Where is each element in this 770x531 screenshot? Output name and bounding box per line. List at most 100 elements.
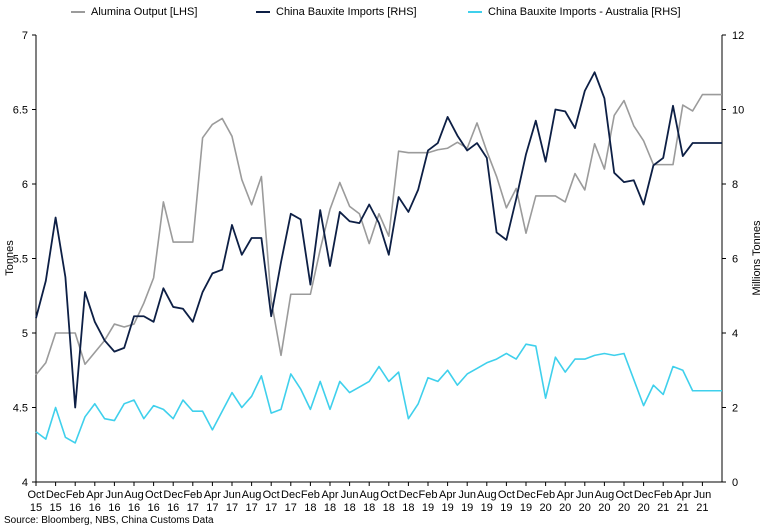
right-tick-label: 6 [732,254,738,266]
china-bauxite-imports-line [35,71,722,409]
x-tick-month: Jun [458,489,476,501]
x-tick-month: Aug [477,489,497,501]
x-tick-year: 16 [69,502,81,514]
right-axis-ticks: 0 2 4 6 8 10 12 [722,30,744,489]
x-tick-year: 17 [226,502,238,514]
x-tick-year: 18 [343,502,355,514]
x-tick-year: 16 [167,502,179,514]
right-tick-label: 0 [732,477,738,489]
x-tick-month: Oct [27,489,44,501]
x-tick-year: 19 [481,502,493,514]
legend-label: China Bauxite Imports - Australia [RHS] [488,6,681,18]
x-tick-year: 16 [147,502,159,514]
x-tick-month: Feb [183,489,202,501]
x-tick-month: Aug [359,489,379,501]
x-tick-year: 18 [363,502,375,514]
legend-item-bauxite: China Bauxite Imports [RHS] [256,6,417,18]
x-tick-month: Apr [674,489,691,501]
legend-label: Alumina Output [LHS] [91,6,198,18]
x-tick-month: Aug [242,489,262,501]
legend-swatch [256,11,270,13]
left-tick-label: 4.5 [13,403,28,415]
x-tick-year: 19 [520,502,532,514]
x-tick-year: 16 [89,502,101,514]
x-tick-month: Jun [694,489,712,501]
x-tick-year: 16 [128,502,140,514]
plot-frame [35,35,723,483]
x-tick-year: 17 [265,502,277,514]
x-tick-month: Jun [223,489,241,501]
x-tick-year: 20 [618,502,630,514]
x-tick-month: Oct [498,489,515,501]
x-tick-year: 21 [657,502,669,514]
series-layer [35,71,722,444]
x-tick-month: Jun [341,489,359,501]
x-tick-month: Apr [86,489,103,501]
x-tick-month: Oct [380,489,397,501]
x-tick-year: 21 [677,502,689,514]
x-tick-year: 17 [245,502,257,514]
x-tick-year: 17 [285,502,297,514]
x-tick-month: Apr [439,489,456,501]
x-tick-month: Dec [163,489,183,501]
x-tick-month: Dec [46,489,66,501]
x-tick-year: 20 [559,502,571,514]
x-tick-year: 17 [187,502,199,514]
x-tick-year: 17 [206,502,218,514]
legend-swatch [468,11,482,13]
x-tick-year: 16 [108,502,120,514]
x-tick-year: 18 [324,502,336,514]
x-tick-month: Dec [516,489,536,501]
x-tick-month: Oct [263,489,280,501]
x-tick-month: Oct [145,489,162,501]
x-tick-year: 21 [696,502,708,514]
left-tick-label: 4 [22,477,28,489]
x-tick-month: Feb [654,489,673,501]
x-tick-year: 20 [539,502,551,514]
left-axis-ticks: 4 4.5 5 5.5 6 6.5 7 [13,30,36,489]
left-tick-label: 7 [22,30,28,42]
x-tick-year: 18 [383,502,395,514]
x-tick-month: Feb [301,489,320,501]
left-tick-label: 6.5 [13,105,28,117]
x-tick-month: Aug [595,489,615,501]
x-tick-year: 20 [579,502,591,514]
x-tick-month: Dec [281,489,301,501]
x-tick-year: 18 [304,502,316,514]
x-tick-month: Apr [557,489,574,501]
right-tick-label: 12 [732,30,744,42]
china-bauxite-australia-line [35,343,722,444]
x-tick-month: Oct [615,489,632,501]
alumina-output-line [35,93,722,376]
left-axis-label: Tonnes [4,240,16,276]
x-tick-year: 18 [402,502,414,514]
x-tick-month: Feb [536,489,555,501]
x-tick-month: Apr [204,489,221,501]
x-tick-year: 15 [30,502,42,514]
x-tick-year: 19 [500,502,512,514]
legend-item-alumina: Alumina Output [LHS] [71,6,197,18]
left-tick-label: 5.5 [13,254,28,266]
right-tick-label: 2 [732,403,738,415]
x-tick-month: Dec [399,489,419,501]
right-tick-label: 10 [732,105,744,117]
right-tick-label: 4 [732,328,738,340]
legend-item-bauxite-australia: China Bauxite Imports - Australia [RHS] [468,6,681,18]
x-tick-month: Feb [419,489,438,501]
x-axis-ticks: Oct15Dec15Feb16Apr16Jun16Aug16Oct16Dec16… [27,482,711,514]
right-tick-label: 8 [732,179,738,191]
x-tick-month: Jun [106,489,124,501]
left-tick-label: 5 [22,328,28,340]
x-tick-month: Dec [634,489,654,501]
x-tick-month: Jun [576,489,594,501]
x-tick-month: Aug [124,489,144,501]
x-tick-month: Feb [66,489,85,501]
x-tick-year: 19 [441,502,453,514]
x-tick-year: 15 [49,502,61,514]
legend-swatch [71,11,85,13]
x-tick-year: 20 [598,502,610,514]
x-tick-year: 19 [422,502,434,514]
x-tick-year: 20 [637,502,649,514]
x-tick-year: 19 [461,502,473,514]
